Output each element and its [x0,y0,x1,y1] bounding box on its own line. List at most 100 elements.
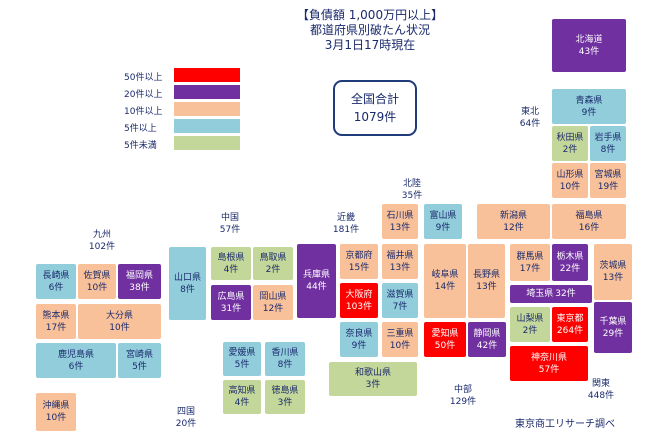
pref-count: 13件 [602,273,624,283]
pref-name: 石川県 [386,210,414,221]
region-label-chubu: 中部 129件 [449,385,477,407]
pref-name: 徳島県 [271,386,299,396]
pref-tokushima: 徳島県 3件 [264,379,306,415]
legend-swatch [174,85,240,99]
region-label-kyushu: 九州 102件 [88,230,116,252]
pref-count: 38件 [129,282,150,293]
pref-name: 島根県 [217,252,245,263]
region-label-kinki: 近畿 181件 [332,213,360,235]
pref-count: 2件 [522,325,538,336]
pref-kyoto: 京都府 15件 [339,243,379,280]
map-title: 【負債額 1,000万円以上】 都道府県別破たん状況 3月1日17時現在 [250,8,490,53]
pref-ishikawa: 石川県 13件 [381,203,419,240]
pref-osaka: 大阪府 103件 [339,282,379,319]
region-label-chugoku: 中国 57件 [219,213,241,235]
pref-count: 42件 [476,340,498,351]
pref-nara: 奈良県 9件 [339,321,379,358]
pref-name: 三重県 [386,328,414,339]
pref-name: 東京都 [556,313,584,324]
pref-chiba: 千葉県 29件 [593,301,633,354]
pref-name: 福井県 [386,250,414,261]
pref-name: 佐賀県 [83,270,111,281]
legend-swatch [174,102,240,116]
pref-count: 43件 [578,46,600,57]
pref-name: 岐阜県 [431,270,459,280]
pref-name: 愛知県 [431,328,459,339]
pref-nagano: 長野県 13件 [467,243,506,319]
pref-count: 10件 [86,282,108,293]
pref-count: 29件 [602,328,624,339]
pref-shimane: 島根県 4件 [210,246,252,281]
pref-count: 13件 [389,222,411,233]
pref-count: 2件 [562,144,578,155]
pref-name: 埼玉県 [526,289,554,299]
pref-name: 山形県 [556,169,584,180]
pref-count: 9件 [581,107,597,118]
national-total-value: 1079件 [353,110,397,124]
pref-count: 15件 [348,262,370,273]
pref-kochi: 高知県 4件 [222,379,262,415]
pref-name: 高知県 [228,386,256,396]
pref-shizuoka: 静岡県 42件 [467,321,507,358]
pref-gunma: 群馬県 17件 [509,243,551,282]
pref-name: 岡山県 [259,291,287,302]
pref-okinawa: 沖縄県 10件 [35,392,77,432]
pref-count: 4件 [234,398,250,408]
pref-akita: 秋田県 2件 [551,125,589,162]
pref-count: 57件 [538,364,560,375]
legend-label: 20件以上 [124,90,163,100]
pref-toyama: 富山県 9件 [423,203,463,240]
pref-aomori: 青森県 9件 [551,88,627,125]
region-label-shikoku: 四国 20件 [175,407,197,429]
pref-fukushima: 福島県 16件 [551,203,627,240]
legend-label: 5件以上 [124,124,157,134]
pref-name: 茨城県 [599,261,627,271]
pref-miyazaki: 宮崎県 5件 [117,342,162,379]
pref-name: 沖縄県 [42,401,70,411]
pref-count: 9件 [435,222,451,233]
pref-hokkaido: 北海道 43件 [551,18,627,73]
pref-fukuoka: 福岡県 38件 [117,263,162,300]
pref-count: 5件 [234,360,250,370]
pref-name: 宮崎県 [125,349,153,360]
pref-count: 7件 [392,301,408,312]
pref-name: 奈良県 [345,328,373,339]
pref-count: 264件 [556,325,584,336]
pref-mie: 三重県 10件 [381,321,419,358]
pref-count: 17件 [519,263,541,274]
pref-hyogo: 兵庫県 44件 [296,243,337,319]
pref-wakayama: 和歌山県 3件 [328,361,418,397]
pref-kanagawa: 神奈川県 57件 [509,345,589,382]
pref-name: 北海道 [575,34,603,45]
pref-name: 鹿児島県 [57,349,94,360]
pref-count: 32件 [555,289,576,299]
legend-label: 10件以上 [124,107,163,117]
pref-count: 10件 [109,322,130,333]
pref-name: 長野県 [472,270,500,280]
legend-swatch [174,136,240,150]
pref-name: 大阪府 [345,289,373,300]
pref-count: 8件 [600,144,616,155]
pref-tochigi: 栃木県 22件 [551,243,589,282]
pref-fukui: 福井県 13件 [381,243,419,280]
pref-yamanashi: 山梨県 2件 [509,306,551,343]
pref-count: 13件 [476,282,497,292]
legend-swatch [174,119,240,133]
pref-name: 秋田県 [556,132,584,143]
pref-name: 栃木県 [556,251,584,262]
pref-count: 9件 [351,340,367,351]
pref-okayama: 岡山県 12件 [252,284,294,321]
pref-nagasaki: 長崎県 6件 [35,263,77,300]
pref-name: 宮城県 [594,169,622,180]
pref-name: 大分県 [105,310,133,321]
pref-name: 愛媛県 [228,348,256,358]
pref-count: 10件 [45,413,67,423]
pref-name: 兵庫県 [302,270,330,280]
pref-name: 山口県 [173,272,201,283]
pref-count: 8件 [180,284,195,295]
pref-name: 京都府 [345,250,373,261]
pref-tokyo: 東京都 264件 [551,306,589,343]
pref-hiroshima: 広島県 31件 [210,284,252,321]
pref-yamaguchi: 山口県 8件 [168,246,207,321]
title-line-2: 都道府県別破たん状況 [309,23,430,37]
